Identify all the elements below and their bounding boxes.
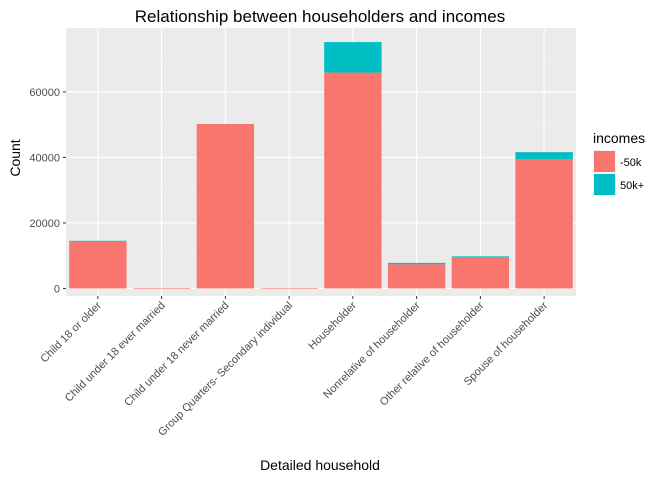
bar-segment (451, 256, 510, 258)
bar-segment (69, 241, 127, 289)
chart-title: Relationship between householders and in… (135, 7, 505, 26)
legend-swatch (594, 151, 615, 172)
bar-segment (387, 264, 446, 289)
y-axis: 0 20000 40000 60000 (29, 87, 66, 295)
bar-segment (387, 262, 446, 265)
legend-label: -50k (620, 157, 642, 169)
legend: incomes -50k 50k+ (593, 130, 645, 196)
y-tick-label: 40000 (29, 152, 60, 164)
bar-segment (260, 288, 318, 289)
legend-label: 50k+ (620, 180, 644, 192)
bars (69, 42, 573, 289)
bar-segment (132, 288, 191, 289)
minor-gridlines (66, 58, 576, 257)
y-tick-label: 60000 (29, 87, 60, 99)
bar-segment (515, 159, 573, 289)
x-axis-title: Detailed household (260, 457, 380, 473)
bar-segment (196, 123, 255, 289)
plot-panel (66, 28, 576, 296)
bar-segment (515, 152, 573, 160)
y-tick-label: 20000 (29, 218, 60, 230)
bar-segment (451, 257, 510, 289)
y-tick-label: 0 (54, 283, 60, 295)
legend-swatch (594, 174, 615, 195)
y-axis-title: Count (7, 139, 23, 176)
bar-segment (324, 42, 382, 73)
bar-segment (69, 240, 127, 242)
legend-title: incomes (593, 130, 645, 146)
bar-segment (324, 72, 382, 289)
